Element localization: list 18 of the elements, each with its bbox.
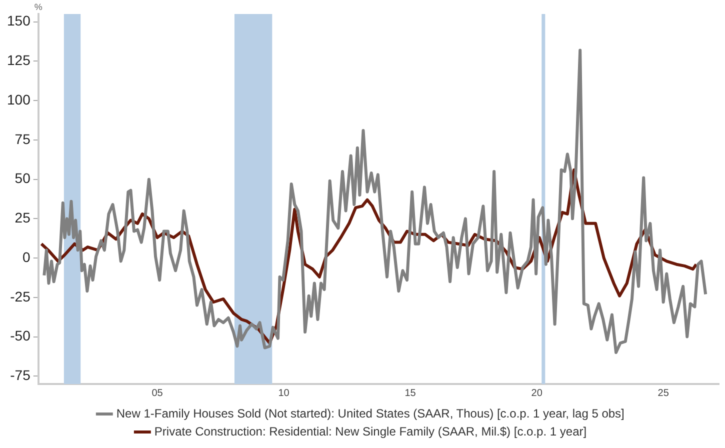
y-tick-label: 25	[14, 210, 31, 226]
y-tick-label: 75	[14, 130, 31, 147]
x-tick-label: 10	[278, 388, 290, 399]
x-tick-label: 25	[658, 388, 670, 399]
y-tick-label: -50	[10, 328, 31, 344]
legend-label: New 1-Family Houses Sold (Not started): United States (SAAR, Thous) [c.o.p. 1 year, lag 5 obs]	[116, 406, 624, 420]
x-tick-label: 05	[152, 388, 164, 399]
legend-label: Private Construction: Residential: New Single Family (SAAR, Mil.$) [c.o.p. 1 year]	[154, 424, 587, 438]
x-tick-label: 15	[404, 388, 416, 399]
y-axis-title: %	[34, 2, 42, 12]
y-tick-label: -25	[10, 288, 31, 304]
y-tick-label: 0	[22, 248, 31, 265]
y-tick-label: 150	[7, 12, 31, 29]
y-tick-label: -75	[10, 366, 31, 383]
y-tick-label: 125	[7, 52, 31, 68]
y-tick-label: 50	[14, 170, 31, 186]
x-tick-label: 20	[531, 388, 543, 399]
y-tick-label: 100	[7, 91, 31, 108]
